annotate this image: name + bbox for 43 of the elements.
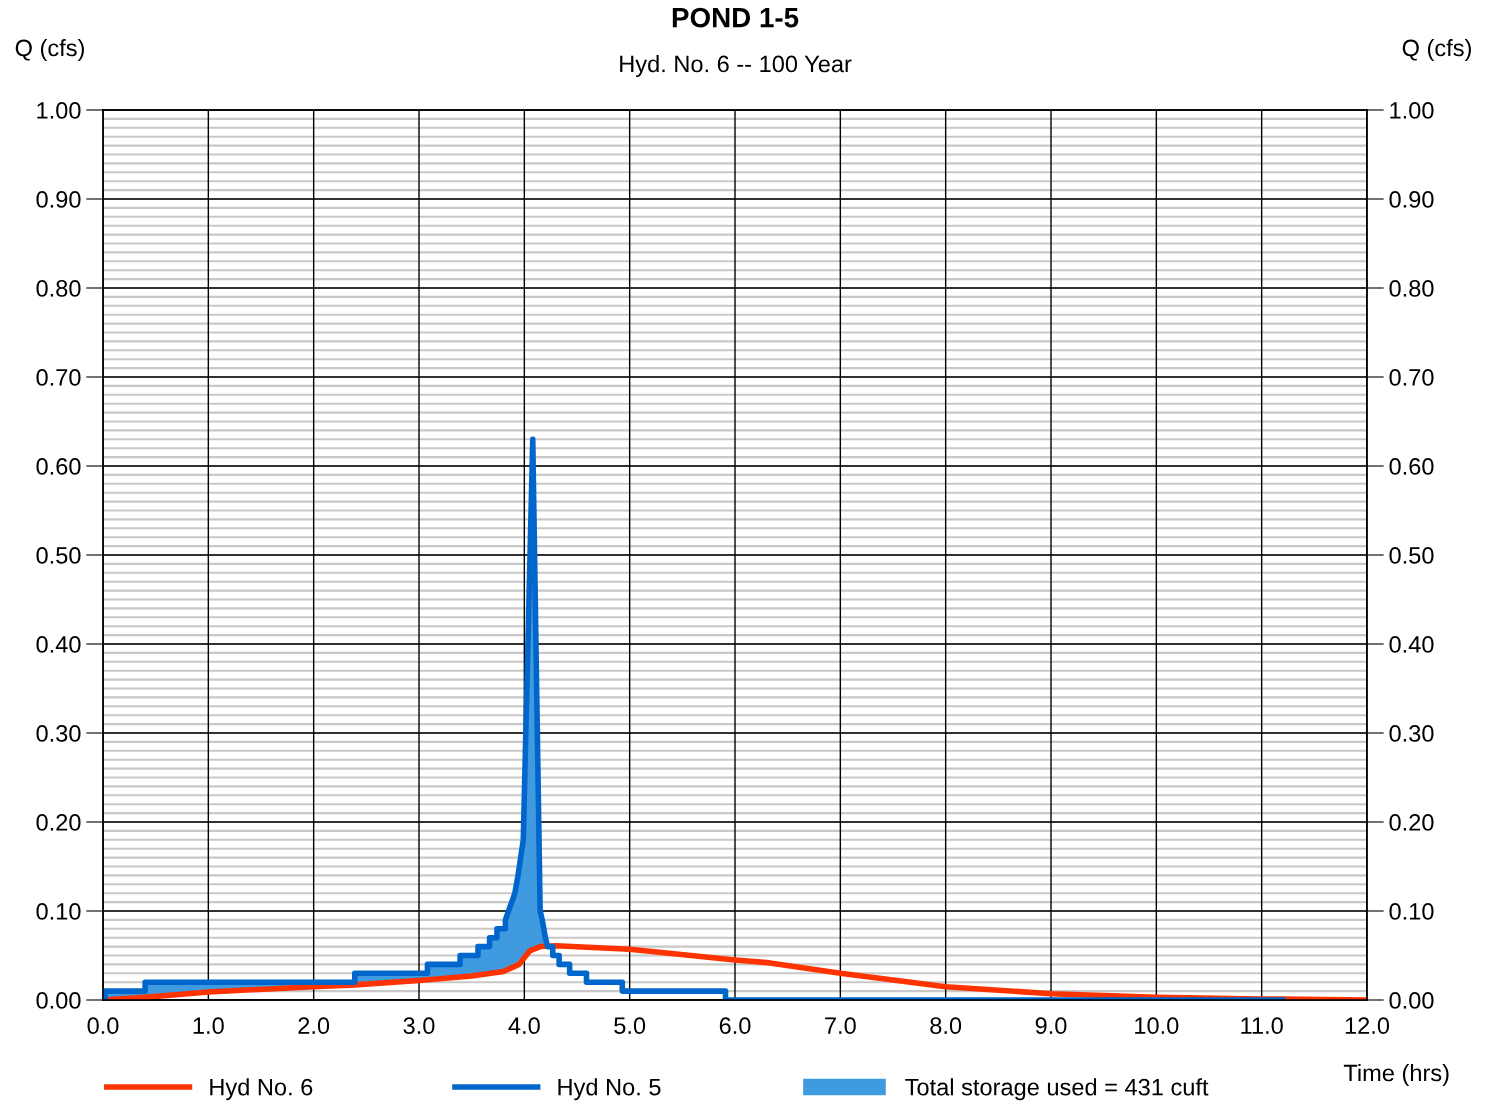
chart-title: POND 1-5 [672,7,799,28]
x-axis-title: Time (hrs) [1343,1063,1449,1086]
y-tick-label: 0.40 [36,636,81,653]
y-tick-label: 0.00 [36,992,81,1009]
x-tick-label: 4.0 [508,1017,540,1035]
y-tick-label: 0.80 [36,280,81,297]
x-tick-label: 1.0 [193,1017,224,1035]
y-tick-label: 1.00 [37,102,81,119]
x-tick-label: 10.0 [1135,1017,1179,1035]
x-tick-label: 5.0 [614,1017,646,1035]
y2-tick-label: 0.60 [1389,458,1434,475]
y-axis-title: Q (cfs) [15,39,84,61]
legend-label: Total storage used = 431 cuft [905,1078,1209,1101]
legend-label: Hyd No. 6 [210,1078,313,1101]
x-tick-label: 12.0 [1345,1017,1390,1035]
x-tick-label: 7.0 [825,1017,856,1035]
x-tick-label: 8.0 [930,1017,962,1035]
y2-tick-label: 0.50 [1389,547,1434,564]
y-tick-label: 0.50 [36,547,81,564]
y2-axis-title: Q (cfs) [1402,39,1471,61]
y-tick-label: 0.30 [36,725,81,742]
y2-tick-label: 1.00 [1390,102,1434,119]
legend-label: Hyd No. 5 [558,1078,661,1101]
y2-tick-label: 0.20 [1389,814,1434,831]
y2-tick-label: 0.80 [1389,280,1434,297]
chart-subtitle: Hyd. No. 6 -- 100 Year [620,55,852,78]
y-tick-label: 0.90 [36,191,81,208]
x-tick-label: 11.0 [1241,1017,1283,1035]
x-tick-label: 9.0 [1035,1017,1067,1035]
y2-tick-label: 0.70 [1389,369,1434,386]
x-tick-label: 3.0 [403,1017,435,1035]
x-tick-label: 0.0 [87,1017,119,1035]
y-tick-label: 0.70 [36,369,81,386]
x-tick-label: 2.0 [298,1017,330,1035]
y2-tick-label: 0.10 [1389,903,1434,920]
y-tick-label: 0.10 [36,903,81,920]
y2-tick-label: 0.40 [1389,636,1434,653]
y2-tick-label: 0.90 [1389,191,1434,208]
x-tick-label: 6.0 [719,1017,751,1035]
y2-tick-label: 0.30 [1389,725,1434,742]
y-tick-label: 0.60 [36,458,81,475]
y-tick-label: 0.20 [36,814,81,831]
y2-tick-label: 0.00 [1389,992,1434,1009]
